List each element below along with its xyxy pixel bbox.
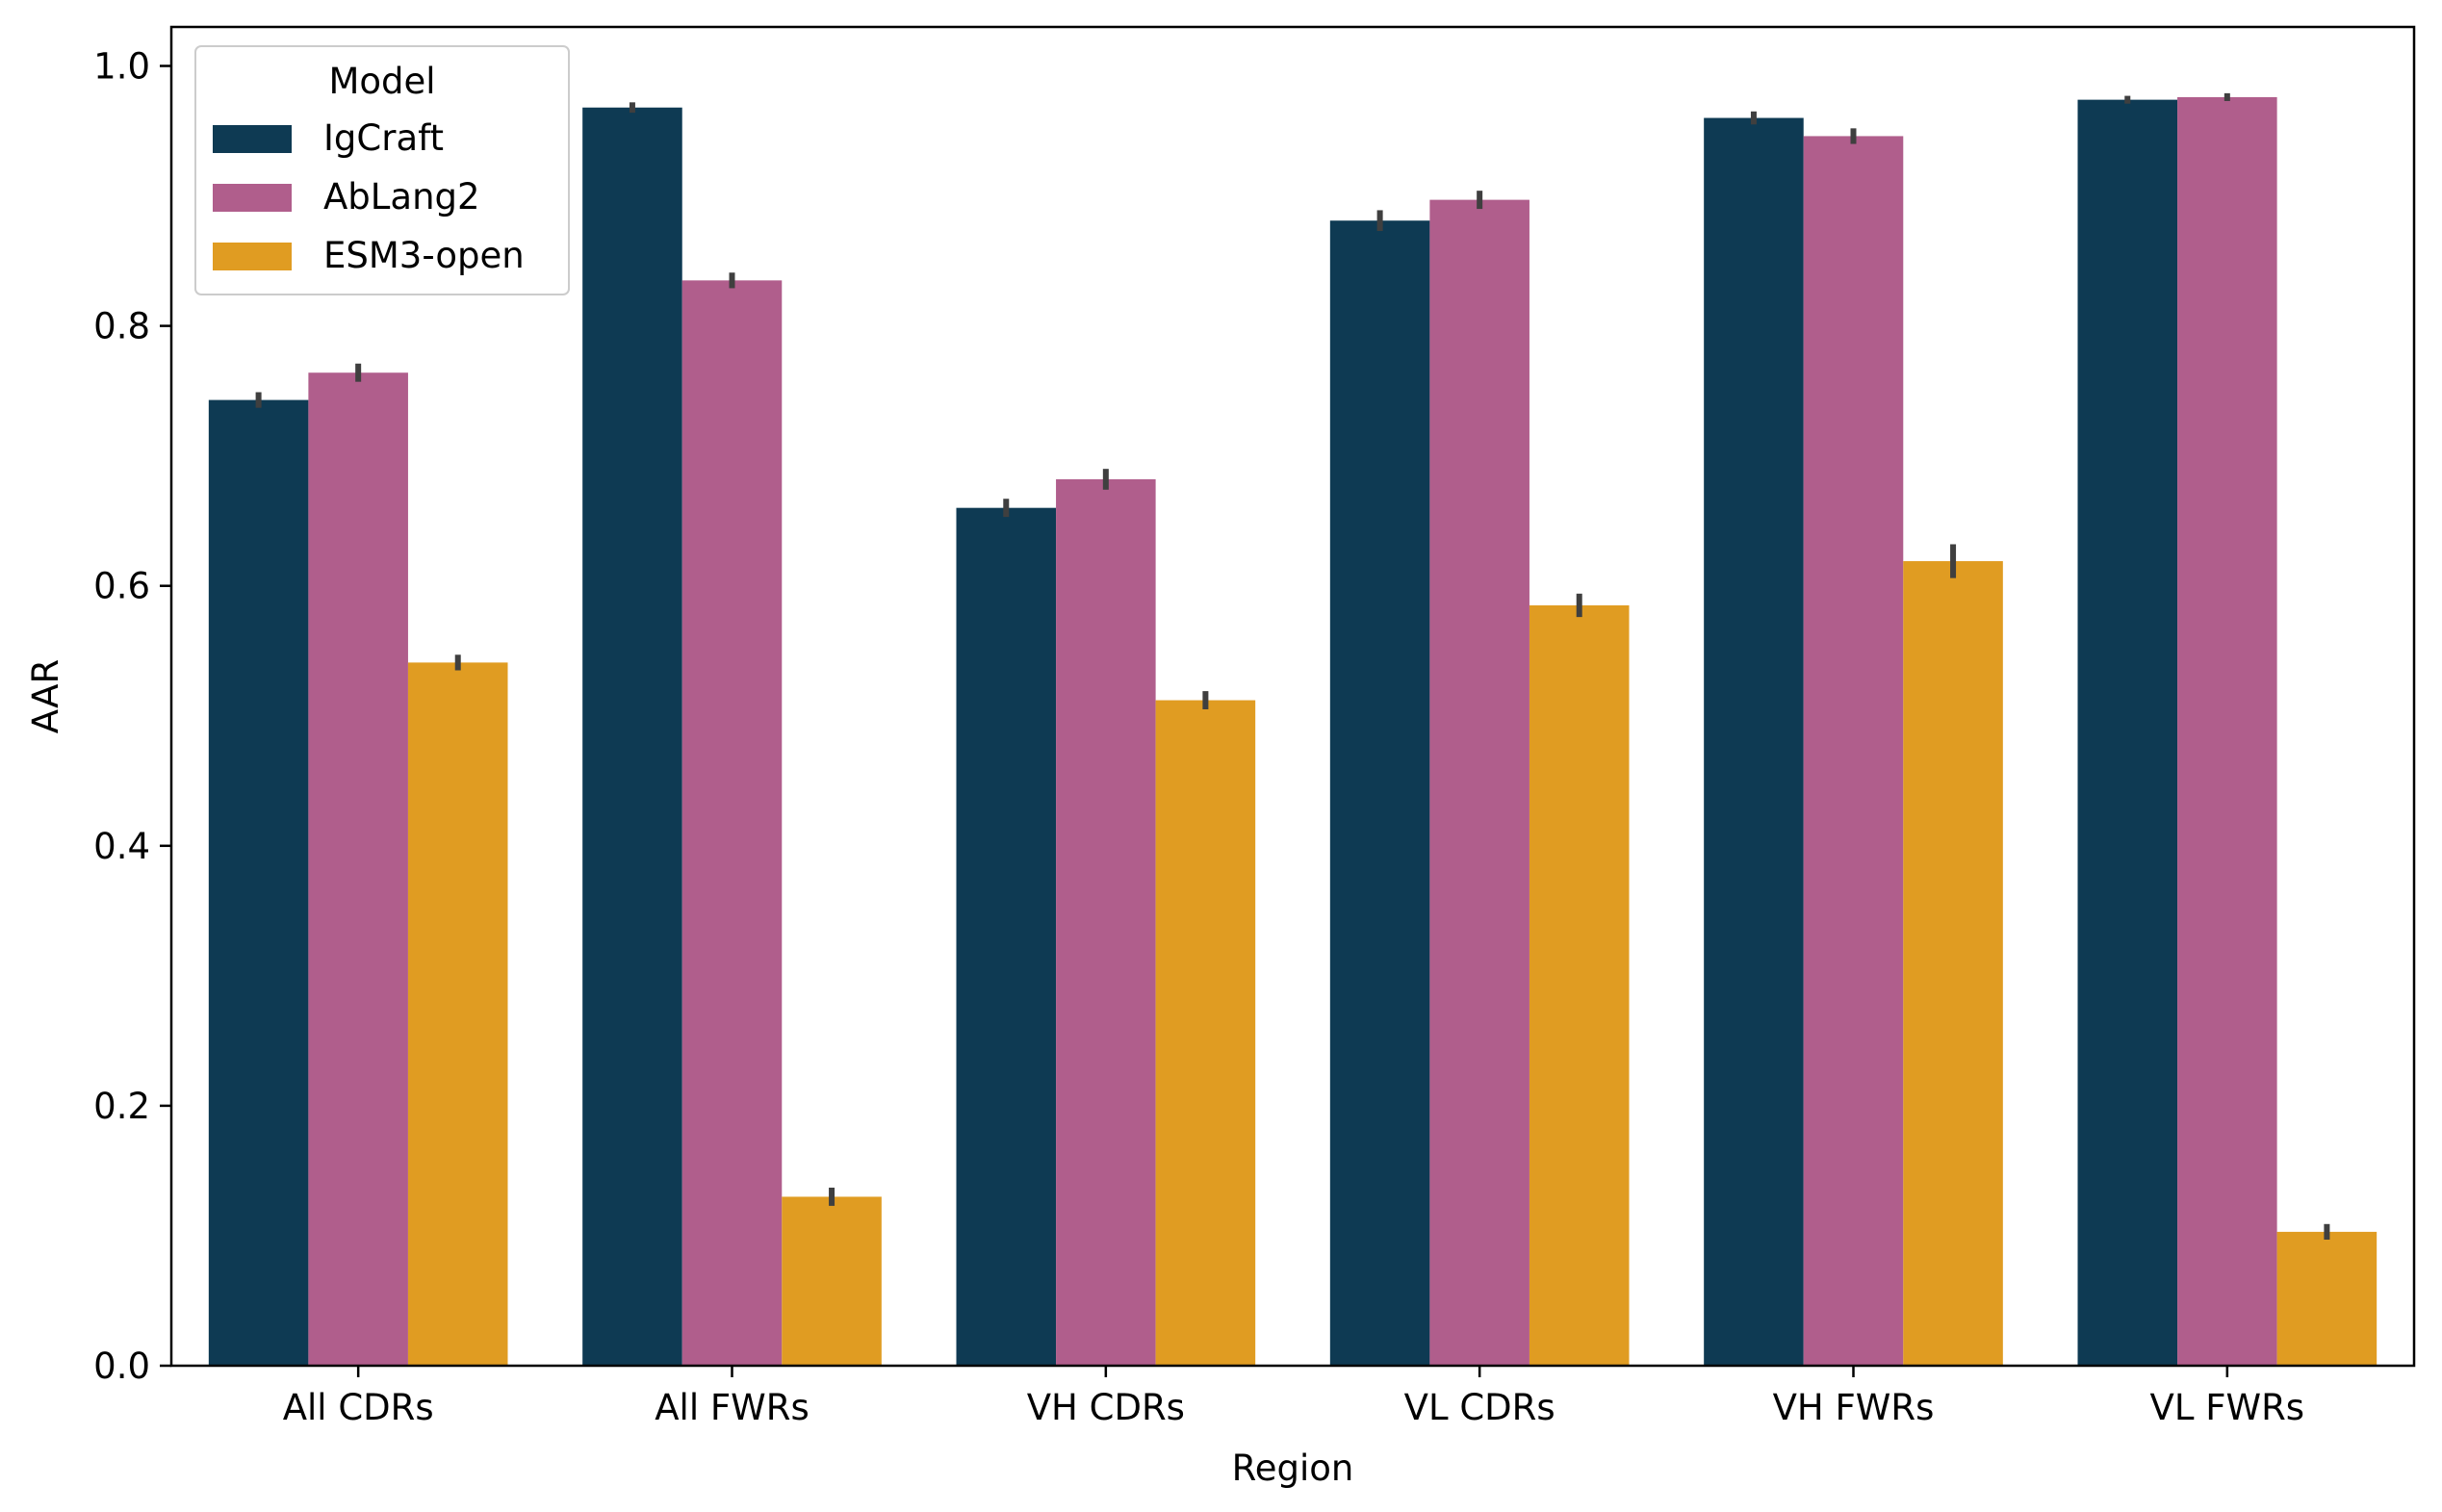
legend-swatch-igcraft: [213, 125, 292, 153]
x-axis: All CDRs All FWRs VH CDRs VL CDRs VH FWRs VL …: [283, 1366, 2304, 1428]
legend-swatch-esm3-open: [213, 243, 292, 270]
plot-frame: [169, 25, 2416, 1368]
legend-swatch-ablang2: [213, 184, 292, 212]
bar-esm3-open-vh-fwrs: [1903, 561, 2003, 1366]
bar-esm3-open-vl-cdrs: [1529, 604, 1630, 1366]
y-axis: 0.0 0.2 0.4 0.6 0.8 1.0: [93, 46, 171, 1387]
x-tick-label: VH CDRs: [1027, 1387, 1185, 1428]
bar-ablang2-all-cdrs: [308, 372, 408, 1366]
x-tick-label: All FWRs: [655, 1387, 809, 1428]
bar-igcraft-vl-fwrs: [2077, 99, 2178, 1366]
bar-ablang2-vl-fwrs: [2177, 96, 2277, 1366]
bar-esm3-open-vl-fwrs: [2276, 1231, 2378, 1366]
y-tick-label: 0.4: [93, 826, 150, 867]
x-tick-label: All CDRs: [283, 1387, 434, 1428]
legend-label-ablang2: AbLang2: [323, 176, 480, 218]
bar-ablang2-vh-cdrs: [1056, 478, 1156, 1366]
bar-esm3-open-all-cdrs: [407, 662, 508, 1366]
y-tick-label: 0.2: [93, 1086, 150, 1127]
bar-igcraft-vh-fwrs: [1704, 117, 1804, 1367]
bar-igcraft-all-fwrs: [582, 107, 682, 1366]
x-tick-label: VL CDRs: [1404, 1387, 1555, 1428]
bar-esm3-open-vh-cdrs: [1155, 700, 1256, 1366]
bar-esm3-open-all-fwrs: [782, 1196, 882, 1366]
y-axis-label: AAR: [25, 659, 66, 733]
y-tick-label: 0.6: [93, 566, 150, 607]
y-tick-label: 0.8: [93, 306, 150, 347]
bar-igcraft-vh-cdrs: [956, 507, 1057, 1366]
bar-ablang2-vh-fwrs: [1803, 136, 1904, 1366]
legend-title: Model: [328, 61, 435, 102]
legend: Model IgCraft AbLang2 ESM3-open: [194, 45, 570, 295]
legend-label-igcraft: IgCraft: [323, 117, 444, 159]
bars-layer: [208, 96, 2378, 1367]
y-tick-label: 0.0: [93, 1345, 150, 1387]
x-tick-label: VL FWRs: [2150, 1387, 2305, 1428]
bar-igcraft-all-cdrs: [208, 399, 309, 1366]
error-bars-layer: [255, 92, 2330, 1241]
x-tick-label: VH FWRs: [1773, 1387, 1935, 1428]
bar-ablang2-all-fwrs: [681, 280, 783, 1366]
legend-frame: [194, 45, 570, 295]
y-tick-label: 1.0: [93, 46, 150, 88]
x-axis-label: Region: [1232, 1448, 1354, 1489]
bar-ablang2-vl-cdrs: [1429, 199, 1529, 1367]
bar-igcraft-vl-cdrs: [1329, 220, 1430, 1367]
legend-label-esm3-open: ESM3-open: [323, 235, 525, 276]
